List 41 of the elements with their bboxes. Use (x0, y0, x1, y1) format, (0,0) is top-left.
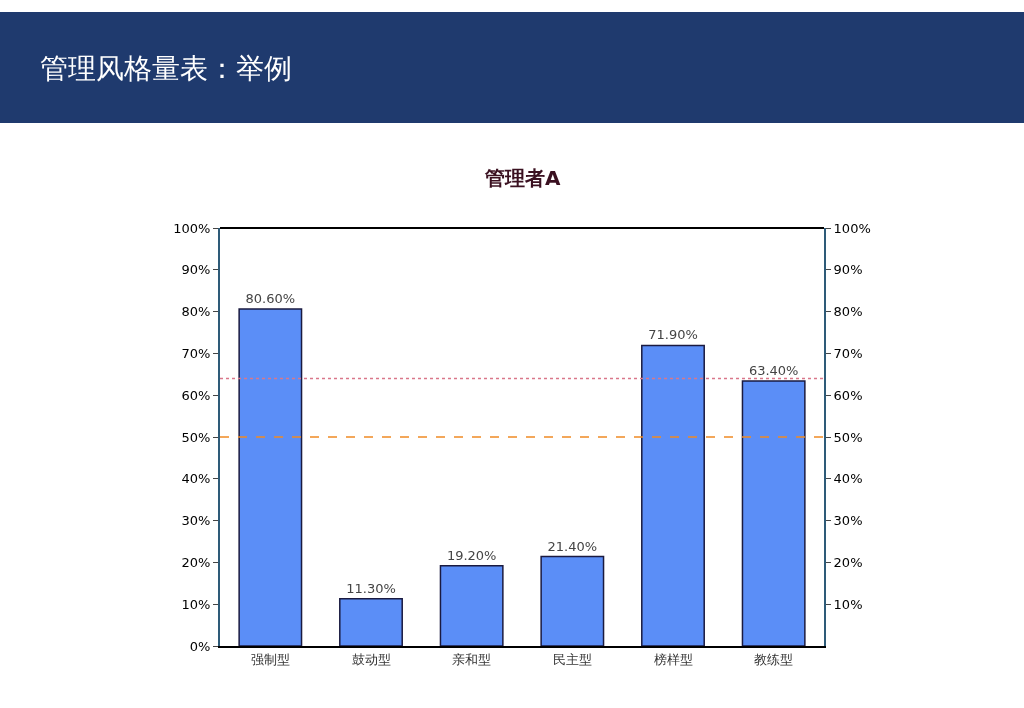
y-tick-label: 90% (181, 262, 211, 278)
bar (641, 344, 705, 646)
data-label: 19.20% (446, 547, 497, 563)
y2-tick-label: 20% (833, 554, 863, 570)
x-tick-label: 强制型 (250, 651, 290, 667)
y-tick-label: 0% (189, 638, 211, 654)
bar (238, 308, 303, 646)
y-tick-label: 60% (181, 387, 211, 403)
bar (540, 555, 605, 646)
data-label: 11.30% (346, 580, 396, 596)
x-tick-label: 民主型 (552, 651, 592, 667)
y-tick-label: 40% (181, 471, 211, 487)
y2-tick-label: 80% (833, 304, 863, 320)
y2-tick-label: 90% (833, 262, 863, 278)
bar (741, 380, 806, 646)
y-tick-label: 20% (181, 554, 211, 570)
y2-tick-label: 40% (833, 471, 863, 487)
chart-title: 管理风格量表：举例 (40, 52, 292, 85)
data-label: 71.90% (648, 327, 698, 343)
y2-tick-label: 10% (833, 596, 863, 612)
y2-tick-label: 70% (833, 345, 863, 361)
y-tick-label: 30% (181, 513, 211, 529)
y2-tick-label: 100% (833, 220, 871, 236)
data-label: 21.40% (547, 538, 598, 554)
x-tick-label: 榜样型 (653, 651, 693, 667)
y-tick-label: 10% (181, 596, 211, 612)
data-label: 80.60% (245, 291, 296, 307)
y2-tick-label: 50% (833, 429, 863, 445)
x-tick-label: 教练型 (754, 651, 794, 667)
data-label: 63.40% (748, 362, 799, 378)
x-tick-label: 亲和型 (452, 651, 492, 667)
y-tick-label: 80% (181, 304, 211, 320)
chart-subtitle: 管理者A (484, 166, 561, 190)
bar (339, 598, 403, 646)
y-tick-label: 50% (181, 429, 211, 445)
y-tick-label: 70% (181, 345, 211, 361)
bar (439, 564, 504, 646)
y2-tick-label: 30% (833, 513, 863, 529)
y-tick-label: 100% (173, 220, 211, 236)
y2-tick-label: 60% (833, 387, 863, 403)
x-tick-label: 鼓动型 (351, 651, 391, 667)
